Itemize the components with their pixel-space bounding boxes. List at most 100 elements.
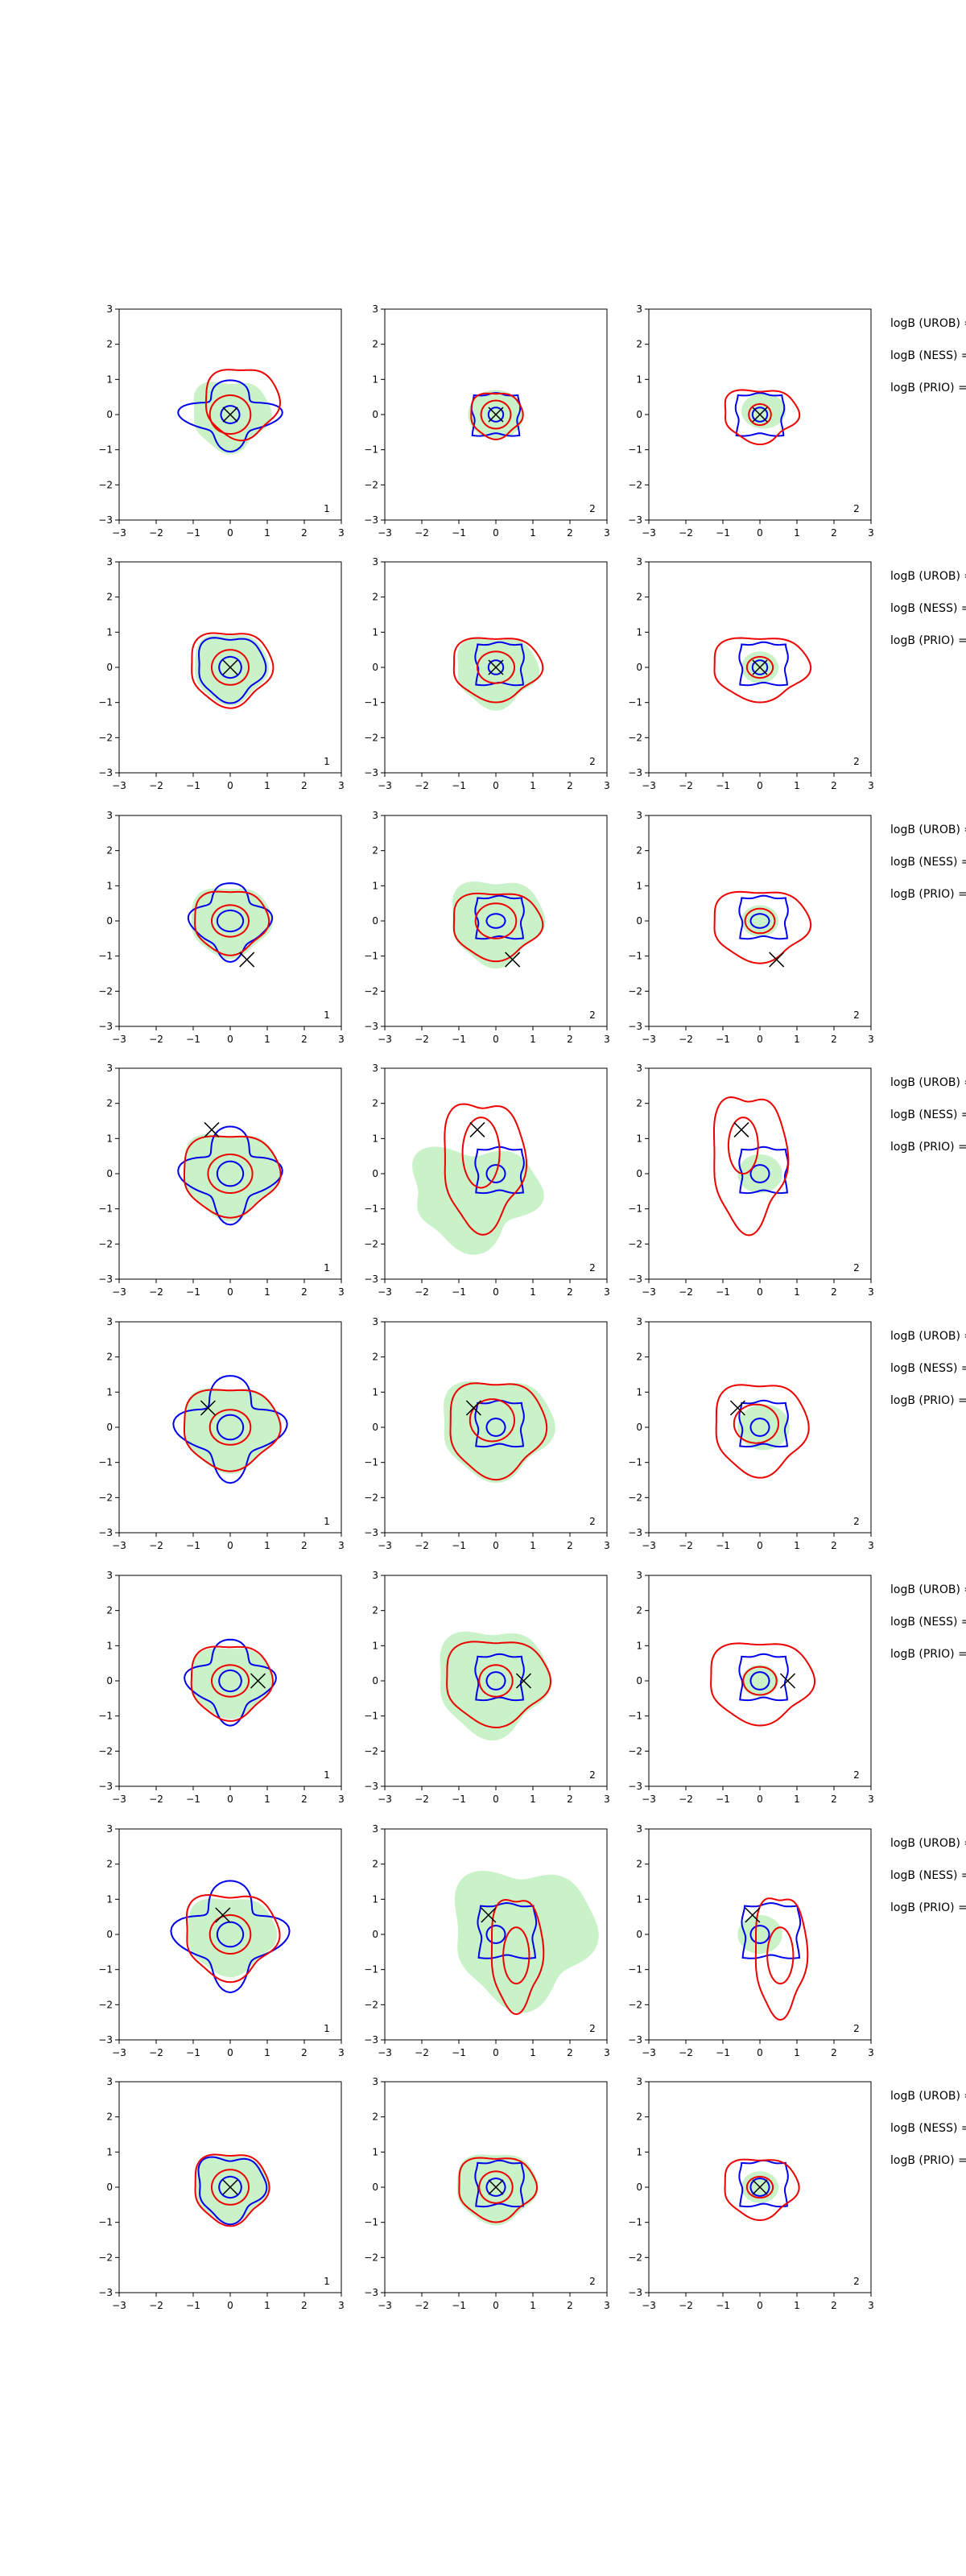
panel-r8-c2: −3 −2 −1 0 1 2 3 −3 −2 −1 0 1 2 3 2	[364, 2076, 610, 2311]
blue-contour-1	[177, 379, 283, 453]
x-tick-label: −3	[642, 780, 656, 791]
y-tick-label: −3	[98, 1021, 113, 1032]
y-tick-label: 0	[106, 1422, 113, 1433]
logb-label: logB (UROB) =	[890, 570, 966, 583]
panel-r7-c3: −3 −2 −1 0 1 2 3 −3 −2 −1 0 1 2 3 2	[628, 1823, 874, 2058]
y-tick-label: 0	[636, 2182, 642, 2193]
blue-contour-2	[216, 1921, 245, 1948]
y-tick-label: −2	[98, 1238, 113, 1249]
blue-contour-1	[738, 1399, 789, 1448]
x-tick-label: 1	[530, 1540, 536, 1551]
plot-area	[713, 637, 812, 704]
y-tick-label: 1	[372, 626, 378, 638]
y-tick-label: 3	[636, 303, 642, 315]
x-tick-label: −1	[186, 1540, 200, 1551]
y-tick-label: −2	[628, 985, 642, 997]
y-tick-label: 0	[372, 662, 378, 673]
x-tick-label: −1	[716, 780, 730, 791]
red-contour-1	[184, 1389, 282, 1472]
x-tick-label: −1	[452, 527, 466, 539]
y-tick-label: −1	[628, 951, 642, 962]
panel-index-label: 2	[853, 2276, 860, 2287]
panel-index-label: 1	[324, 756, 330, 767]
red-contour-1	[194, 890, 270, 956]
logb-label: logB (NESS) =	[890, 856, 966, 869]
logb-label: logB (PRIO) =	[890, 1394, 966, 1407]
x-tick-label: 1	[530, 1286, 536, 1298]
y-tick-label: 1	[372, 1640, 378, 1651]
panel-index-label: 2	[589, 1516, 596, 1527]
panel-index-label: 2	[589, 2023, 596, 2034]
panel-index-label: 2	[589, 503, 596, 514]
y-tick-label: −2	[628, 2252, 642, 2263]
y-tick-label: −2	[98, 1745, 113, 1757]
y-tick-label: −2	[98, 479, 113, 490]
x-tick-label: 0	[493, 2300, 499, 2311]
y-tick-label: 0	[636, 662, 642, 673]
x-tick-label: 0	[757, 2047, 763, 2058]
y-tick-label: −3	[98, 2034, 113, 2046]
y-tick-label: 2	[106, 845, 113, 857]
y-tick-label: 2	[636, 339, 642, 350]
x-tick-label: −2	[679, 2300, 693, 2311]
red-contour-2	[207, 1154, 254, 1194]
x-tick-label: −2	[679, 527, 693, 539]
plot-area	[713, 1096, 790, 1236]
panel-index-label: 2	[589, 1262, 596, 1274]
panel-r6-c1: −3 −2 −1 0 1 2 3 −3 −2 −1 0 1 2 3 1	[98, 1570, 345, 1805]
plot-area	[187, 882, 274, 968]
x-tick-label: 0	[757, 1540, 763, 1551]
y-tick-label: 2	[372, 1859, 378, 1870]
x-tick-label: −2	[415, 1286, 429, 1298]
red-contour-1	[713, 637, 812, 704]
blue-contour-1	[198, 637, 267, 704]
red-contour-1	[191, 632, 275, 709]
y-tick-label: −3	[628, 514, 642, 526]
blue-contour-1	[474, 2159, 525, 2208]
plot-area	[456, 2154, 539, 2226]
true-value-marker	[469, 1121, 485, 1137]
true-value-marker	[505, 952, 521, 968]
x-tick-label: 0	[493, 527, 499, 539]
y-tick-label: 3	[106, 1570, 113, 1581]
y-tick-label: −3	[628, 1527, 642, 1538]
x-tick-label: −1	[186, 527, 200, 539]
red-contour-2	[461, 1117, 501, 1189]
y-tick-label: 2	[106, 1605, 113, 1616]
x-tick-label: −1	[452, 780, 466, 791]
y-tick-label: −1	[98, 1964, 113, 1975]
plot-area	[440, 1631, 552, 1741]
red-contour-1	[724, 2158, 800, 2222]
x-tick-label: 1	[794, 780, 800, 791]
panel-r3-c2: −3 −2 −1 0 1 2 3 −3 −2 −1 0 1 2 3 2	[364, 810, 610, 1045]
red-contour-2	[477, 650, 515, 684]
y-tick-label: 3	[636, 1570, 642, 1581]
true-value-marker	[752, 407, 768, 423]
x-tick-label: 2	[831, 1034, 837, 1045]
x-tick-label: 2	[567, 2300, 573, 2311]
y-tick-label: 0	[106, 915, 113, 927]
plot-area	[454, 1870, 599, 2016]
x-tick-label: −2	[679, 1034, 693, 1045]
x-tick-label: 1	[264, 1034, 270, 1045]
panel-index-label: 1	[324, 1769, 330, 1781]
x-tick-label: 1	[794, 527, 800, 539]
blue-contour-2	[218, 2175, 242, 2199]
y-tick-label: −2	[98, 2252, 113, 2263]
panel-r5-c1: −3 −2 −1 0 1 2 3 −3 −2 −1 0 1 2 3 1	[98, 1316, 345, 1551]
red-contour-1	[458, 2157, 539, 2223]
red-contour-2	[502, 1926, 530, 1985]
y-tick-label: 1	[636, 374, 642, 385]
x-tick-label: 1	[530, 1034, 536, 1045]
y-tick-label: 3	[106, 1063, 113, 1074]
red-contour-1	[715, 1384, 810, 1479]
panel-index-label: 2	[589, 756, 596, 767]
red-contour-1	[194, 2153, 270, 2227]
x-tick-label: −3	[378, 2300, 392, 2311]
y-tick-label: −2	[364, 1238, 378, 1249]
blue-contour-2	[485, 2178, 506, 2197]
red-contour-2	[474, 902, 518, 939]
plot-area	[452, 881, 546, 969]
y-tick-label: 3	[372, 2076, 378, 2087]
